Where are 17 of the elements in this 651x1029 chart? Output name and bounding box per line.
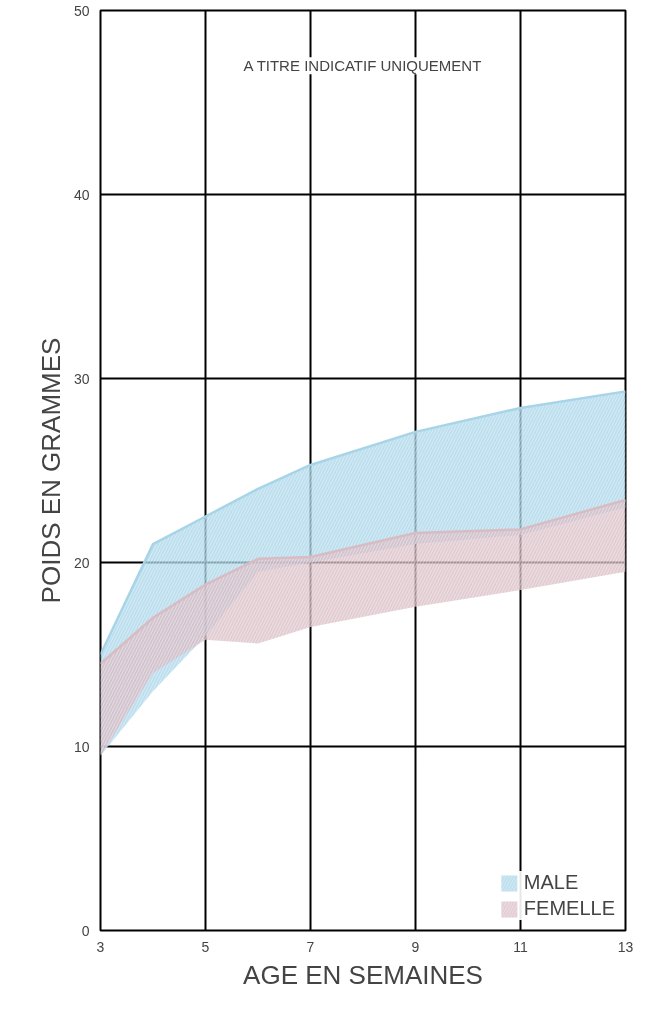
x-tick-label: 3 — [96, 938, 105, 955]
x-axis-title: AGE EN SEMAINES — [243, 959, 483, 990]
y-tick-label: 30 — [73, 370, 90, 387]
x-tick-label: 7 — [306, 938, 315, 955]
x-tick-label: 11 — [513, 938, 528, 955]
y-axis-title: POIDS EN GRAMMES — [35, 337, 66, 604]
y-tick-label: 10 — [73, 738, 90, 755]
y-tick-label: 0 — [81, 922, 90, 939]
y-tick-label: 40 — [73, 186, 90, 203]
y-tick-label: 20 — [73, 554, 90, 571]
legend-label: FEMELLE — [523, 897, 615, 920]
legend-label: MALE — [523, 871, 579, 894]
annotation: A TITRE INDICATIF UNIQUEMENT — [243, 57, 482, 75]
x-tick-label: 13 — [617, 938, 634, 955]
y-tick-label: 50 — [73, 2, 90, 19]
x-tick-label: 5 — [201, 938, 210, 955]
x-tick-label: 9 — [411, 938, 420, 955]
